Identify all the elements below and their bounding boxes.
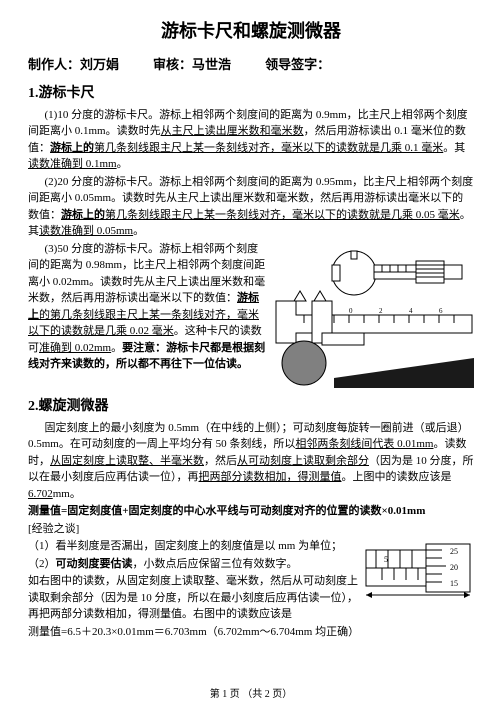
p2-bold-underline: 游标上的 [61, 209, 105, 221]
p4-text5: 。上图中的读数应该是 [342, 471, 452, 483]
p1-text3: 。其 [443, 142, 465, 154]
p3-text3: 。 [111, 342, 122, 354]
para-4: 固定刻度上的最小刻度为 0.5mm（在中线的上侧）；可动刻度每旋转一圈前进（或后… [28, 420, 474, 503]
p4-text6: mm。 [53, 488, 81, 500]
svg-text:6: 6 [439, 307, 443, 315]
exp2-bold: 可动刻度要估读 [56, 558, 133, 570]
author-name: 刘万娟 [80, 57, 119, 72]
page-title: 游标卡尺和螺旋测微器 [28, 18, 474, 45]
p1-bold-underline: 游标上的 [50, 142, 94, 154]
p3-underline-2: 准确到 0.02mm [39, 342, 111, 354]
svg-text:0: 0 [349, 307, 353, 315]
formula-2: 测量值=6.5＋20.3×0.01mm＝6.703mm（6.702mm～6.70… [28, 624, 474, 641]
review-label: 审核： [153, 57, 192, 72]
p4-underline-2: 从固定刻度上读取整、半毫米数 [50, 455, 204, 467]
caliper-diagram: 0 2 4 6 [274, 243, 474, 388]
p1-underline-1: 从主尺上读出厘米数和毫米数 [161, 125, 304, 137]
para-2: (2)20 分度的游标卡尺。游标上相邻两个刻度间的距离为 0.95mm，比主尺上… [28, 174, 474, 240]
p3-text: (3)50 分度的游标卡尺。游标上相邻两个刻度间的距离为 0.98mm，比主尺上… [28, 243, 265, 305]
svg-text:20: 20 [450, 563, 458, 572]
byline: 制作人：刘万娟 审核：马世浩 领导签字： [28, 55, 474, 75]
exp2-text: （2） [28, 558, 56, 570]
p4-underline-3: 从可动刻度上读取剩余部分 [237, 455, 369, 467]
svg-text:25: 25 [450, 547, 458, 556]
p4-text3: ，然后 [204, 455, 237, 467]
micrometer-reading-diagram: 25 20 15 5 [364, 540, 474, 612]
formula-1: 测量值=固定刻度值+固定刻度的中心水平线与可动刻度对齐的位置的读数×0.01mm [28, 503, 474, 520]
p4-underline-1: 相邻两条刻线间代表 0.01mm [295, 438, 433, 450]
p1-underline-3: 读数准确到 0.1mm [28, 158, 117, 170]
p4-underline-5: 6.702 [28, 488, 53, 500]
svg-text:15: 15 [450, 579, 458, 588]
svg-text:5: 5 [384, 555, 388, 564]
section-2-heading: 2.螺旋测微器 [28, 396, 474, 417]
reviewer-name: 马世浩 [192, 57, 231, 72]
exp2-text2: ，小数点后应保留三位有效数字。 [133, 558, 298, 570]
p1-underline-2: 第几条刻线跟主尺上某一条刻线对齐，毫米以下的读数就是几乘 0.1 毫米 [94, 142, 443, 154]
para-1: (1)10 分度的游标卡尺。游标上相邻两个刻度间的距离为 0.9mm，比主尺上相… [28, 107, 474, 173]
experience-label: [经验之谈] [28, 521, 474, 538]
p2-text3: 。 [133, 225, 144, 237]
svg-text:2: 2 [379, 307, 383, 315]
p4-underline-4: 把两部分读数相加，得测量值 [199, 471, 342, 483]
p1-text4: 。 [117, 158, 128, 170]
page-footer: 第 1 页 （共 2 页） [0, 687, 502, 702]
p2-underline-2: 读数准确到 0.05mm [39, 225, 133, 237]
p2-underline-1: 第几条刻线跟主尺上某一条刻线对齐，毫米以下的读数就是几乘 0.05 毫米 [105, 209, 460, 221]
section-1-heading: 1.游标卡尺 [28, 83, 474, 104]
sign-label: 领导签字： [265, 57, 330, 72]
svg-text:4: 4 [409, 307, 413, 315]
author-label: 制作人： [28, 57, 80, 72]
